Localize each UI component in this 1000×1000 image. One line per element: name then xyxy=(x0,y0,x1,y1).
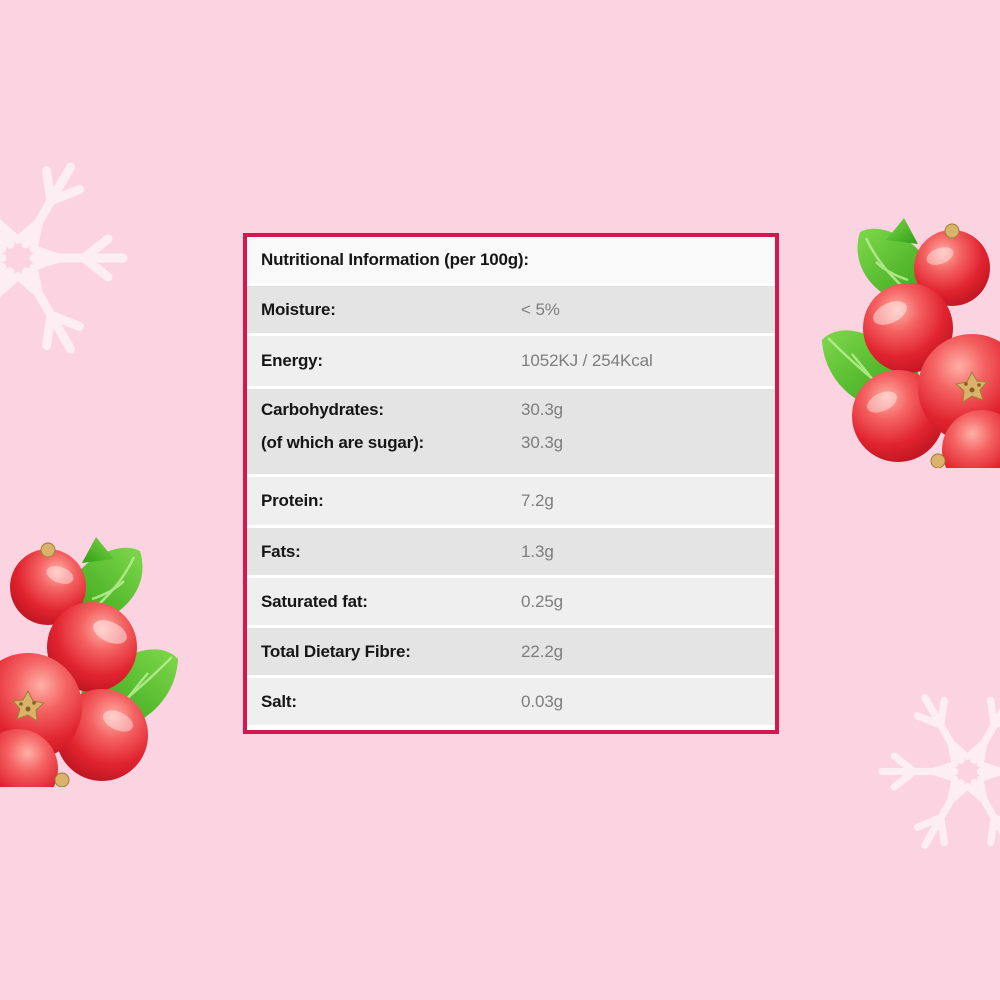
row-value: 22.2g xyxy=(521,641,564,661)
table-row: Moisture: < 5% xyxy=(247,286,775,333)
table-row: Protein: 7.2g xyxy=(247,477,775,525)
row-sub-label: (of which are sugar): xyxy=(261,433,424,452)
row-label: Saturated fat: xyxy=(261,591,368,611)
row-value: 0.03g xyxy=(521,691,564,711)
redcurrant-berries-image xyxy=(820,218,1000,468)
row-value: 30.3g xyxy=(521,400,564,419)
table-title-row: Nutritional Information (per 100g): xyxy=(247,237,775,283)
row-label: Fats: xyxy=(261,541,301,561)
table-title: Nutritional Information (per 100g): xyxy=(261,250,529,269)
table-row: Energy: 1052KJ / 254Kcal xyxy=(247,336,775,386)
row-value: 0.25g xyxy=(521,591,564,611)
row-label: Protein: xyxy=(261,491,324,510)
row-label: Moisture: xyxy=(261,299,336,319)
row-label: Carbohydrates: xyxy=(261,400,384,419)
row-value: < 5% xyxy=(521,299,560,319)
redcurrant-berries-image xyxy=(0,537,180,787)
row-value: 7.2g xyxy=(521,491,554,510)
row-sub-value: 30.3g xyxy=(521,433,564,452)
table-row: Carbohydrates: 30.3g (of which are sugar… xyxy=(247,389,775,474)
snowflake-icon xyxy=(870,674,1000,869)
row-value: 1052KJ / 254Kcal xyxy=(521,351,653,370)
table-row: Saturated fat: 0.25g xyxy=(247,578,775,625)
row-label: Salt: xyxy=(261,691,297,711)
table-row: Total Dietary Fibre: 22.2g xyxy=(247,628,775,675)
table-row: Fats: 1.3g xyxy=(247,528,775,575)
row-label: Energy: xyxy=(261,351,323,370)
row-value: 1.3g xyxy=(521,541,554,561)
nutrition-table: Nutritional Information (per 100g): Mois… xyxy=(243,233,779,734)
row-label: Total Dietary Fibre: xyxy=(261,641,411,661)
table-row: Salt: 0.03g xyxy=(247,678,775,725)
snowflake-icon xyxy=(0,138,138,378)
